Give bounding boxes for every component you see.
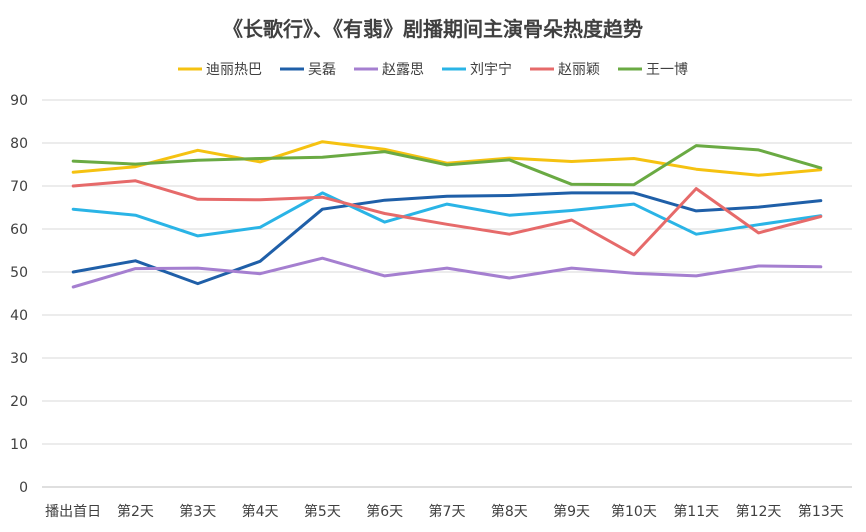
x-tick-label: 第5天 (304, 503, 341, 520)
series-line (71, 179, 823, 257)
x-tick-label: 第13天 (798, 503, 844, 520)
x-tick-label: 第4天 (242, 503, 279, 520)
series-line (71, 144, 823, 187)
legend-item: 刘宇宁 (442, 61, 512, 78)
y-tick-label: 0 (19, 480, 28, 496)
x-tick-label: 第8天 (491, 503, 528, 520)
y-tick-label: 10 (10, 437, 28, 453)
x-tick-label: 第10天 (611, 503, 657, 520)
x-tick-label: 第7天 (429, 503, 466, 520)
y-axis: 0 10 20 30 40 50 60 70 80 90 (10, 93, 28, 496)
legend-item: 王一博 (618, 61, 688, 78)
legend: 迪丽热巴 吴磊 赵露思 刘宇宁 赵丽颖 王一博 (178, 61, 688, 78)
y-tick-label: 70 (10, 179, 28, 195)
y-tick-label: 50 (10, 265, 28, 281)
x-tick-label: 第11天 (673, 503, 719, 520)
y-tick-label: 40 (10, 308, 28, 324)
legend-label: 吴磊 (308, 62, 336, 78)
x-axis: 播出首日 第2天 第3天 第4天 第5天 第6天 第7天 第8天 第9天 第10天 第11天 第12天… (45, 503, 844, 520)
series-line (71, 191, 823, 238)
legend-item: 赵露思 (354, 62, 424, 78)
series-line (71, 140, 823, 177)
chart-title: 《长歌行》、《有翡》剧播期间主演骨朵热度趋势 (223, 17, 643, 41)
x-tick-label: 第3天 (179, 503, 216, 520)
series-line (71, 256, 823, 289)
x-tick-label: 播出首日 (45, 504, 101, 520)
y-tick-label: 90 (10, 93, 28, 109)
y-tick-label: 20 (10, 394, 28, 410)
x-tick-label: 第12天 (736, 503, 782, 520)
x-tick-label: 第9天 (553, 503, 590, 520)
legend-label: 赵露思 (382, 62, 424, 78)
legend-item: 吴磊 (280, 62, 336, 78)
legend-label: 赵丽颖 (558, 62, 600, 78)
y-tick-label: 30 (10, 351, 28, 367)
legend-item: 赵丽颖 (530, 62, 600, 78)
legend-item: 迪丽热巴 (178, 62, 262, 78)
legend-label: 王一博 (646, 61, 688, 78)
gridlines (42, 99, 852, 488)
x-tick-label: 第2天 (117, 503, 154, 520)
legend-label: 迪丽热巴 (206, 62, 262, 78)
y-tick-label: 60 (10, 222, 28, 238)
x-tick-label: 第6天 (366, 503, 403, 520)
series-line (71, 191, 823, 286)
series-lines (71, 140, 823, 289)
legend-label: 刘宇宁 (470, 61, 512, 78)
y-tick-label: 80 (10, 136, 28, 152)
